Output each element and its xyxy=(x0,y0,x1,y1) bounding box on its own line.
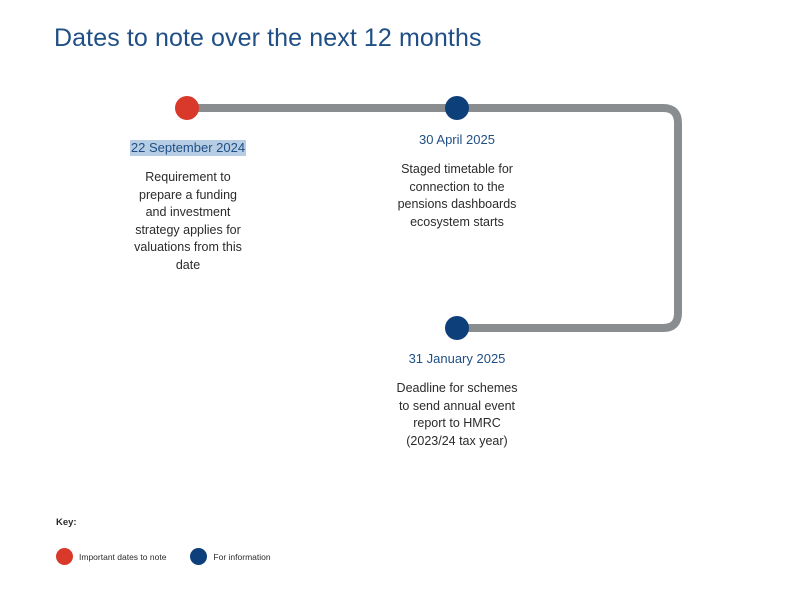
event-april-2025: 30 April 2025 Staged timetable for conne… xyxy=(382,131,532,231)
legend-marker-information xyxy=(190,548,208,565)
event-description-line: date xyxy=(175,257,201,272)
event-description-line: connection to the xyxy=(409,179,505,194)
event-description-line: report to HMRC xyxy=(413,416,501,430)
event-description-line: strategy applies for xyxy=(135,222,241,237)
event-date: 30 April 2025 xyxy=(419,132,495,147)
event-description-line: Deadline for schemes xyxy=(396,381,518,395)
event-date: 31 January 2025 xyxy=(408,351,506,366)
timeline-track xyxy=(183,104,682,332)
event-description-line: (2023/24 tax year) xyxy=(406,433,508,448)
event-description-line: and investment xyxy=(145,205,231,219)
event-date: 22 September 2024 xyxy=(129,140,247,156)
legend-item-important: Important dates to note xyxy=(56,548,166,565)
page-title: Dates to note over the next 12 months xyxy=(54,24,482,52)
event-marker-important xyxy=(175,96,199,120)
event-description: Staged timetable for connection to the p… xyxy=(382,161,532,231)
event-description: Deadline for schemes to send annual even… xyxy=(382,380,532,450)
event-description-line: ecosystem starts xyxy=(410,214,504,229)
legend-item-information: For information xyxy=(190,548,271,565)
legend-label: For information xyxy=(213,551,271,562)
event-description-line: Staged timetable for xyxy=(401,162,513,176)
event-description-line: prepare a funding xyxy=(139,187,237,202)
event-marker-information xyxy=(445,96,469,120)
event-marker-information xyxy=(445,316,469,340)
event-description-line: to send annual event xyxy=(398,398,516,413)
legend-title: Key: xyxy=(56,517,77,528)
event-description-line: pensions dashboards xyxy=(397,197,517,211)
legend-marker-important xyxy=(56,548,73,565)
legend: Key: Important dates to note For informa… xyxy=(56,517,295,565)
legend-items: Important dates to note For information xyxy=(56,548,295,565)
event-september-2024: 22 September 2024 Requirement to prepare… xyxy=(113,139,263,274)
event-description-line: Requirement to xyxy=(145,170,231,184)
event-description: Requirement to prepare a funding and inv… xyxy=(113,169,263,274)
event-description-line: valuations from this xyxy=(134,240,242,254)
legend-label: Important dates to note xyxy=(79,551,167,562)
event-january-2025: 31 January 2025 Deadline for schemes to … xyxy=(382,350,532,450)
